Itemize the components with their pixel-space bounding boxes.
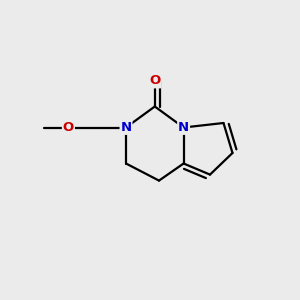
Text: N: N: [178, 121, 189, 134]
Text: O: O: [63, 121, 74, 134]
Text: O: O: [149, 74, 160, 88]
Text: N: N: [120, 121, 132, 134]
